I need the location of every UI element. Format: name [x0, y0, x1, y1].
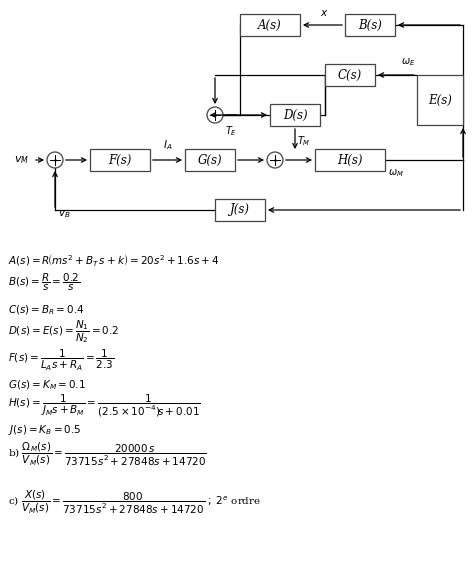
Bar [325, 64, 375, 86]
Bar [215, 199, 265, 221]
Text: c) $\dfrac{X(s)}{V_M(s)} = \dfrac{800}{73715s^2 + 27848s + 14720}$ $;\;2^e$ ordr: c) $\dfrac{X(s)}{V_M(s)} = \dfrac{800}{7… [8, 488, 261, 515]
Text: $H(s) = \dfrac{1}{J_M s + B_M} = \dfrac{1}{\left(2.5\times10^{-4}\right)\!s + 0.: $H(s) = \dfrac{1}{J_M s + B_M} = \dfrac{… [8, 393, 201, 419]
Text: $D(s) = E(s) = \dfrac{N_1}{N_2} = 0.2$: $D(s) = E(s) = \dfrac{N_1}{N_2} = 0.2$ [8, 318, 118, 345]
Text: $\omega_E$: $\omega_E$ [401, 56, 415, 68]
Text: B(s): B(s) [358, 19, 382, 31]
Text: $C(s) = B_R = 0.4$: $C(s) = B_R = 0.4$ [8, 303, 85, 317]
Text: $A(s) = R\!\left(ms^2 + B_T\,s + k\right) = 20s^2 + 1.6s + 4$: $A(s) = R\!\left(ms^2 + B_T\,s + k\right… [8, 252, 219, 268]
Text: $v_M$: $v_M$ [15, 154, 29, 166]
Text: J(s): J(s) [230, 203, 250, 217]
Text: F(s): F(s) [109, 153, 132, 167]
Text: C(s): C(s) [338, 68, 362, 82]
Text: $I_A$: $I_A$ [163, 138, 172, 152]
Text: $x$: $x$ [320, 8, 329, 18]
Text: $J(s) = K_B = 0.5$: $J(s) = K_B = 0.5$ [8, 423, 82, 437]
Text: A(s): A(s) [258, 19, 282, 31]
Text: H(s): H(s) [337, 153, 363, 167]
Text: b) $\dfrac{\Omega_M(s)}{V_M(s)} = \dfrac{20000\,s}{73715s^2 + 27848s + 14720}$: b) $\dfrac{\Omega_M(s)}{V_M(s)} = \dfrac… [8, 440, 207, 467]
Text: $F(s) = \dfrac{1}{L_A s + R_A} = \dfrac{1}{2.3}$: $F(s) = \dfrac{1}{L_A s + R_A} = \dfrac{… [8, 348, 114, 373]
Bar [240, 14, 300, 36]
Bar [315, 149, 385, 171]
Text: $T_E$: $T_E$ [225, 124, 237, 138]
Text: D(s): D(s) [283, 108, 307, 122]
Circle shape [207, 107, 223, 123]
Text: $T_M$: $T_M$ [297, 134, 310, 148]
Bar [90, 149, 150, 171]
Text: G(s): G(s) [198, 153, 222, 167]
Bar [185, 149, 235, 171]
Text: $\omega_M$: $\omega_M$ [388, 167, 404, 179]
Text: $G(s) = K_M = 0.1$: $G(s) = K_M = 0.1$ [8, 378, 86, 391]
Text: $v_B$: $v_B$ [58, 208, 71, 220]
Circle shape [47, 152, 63, 168]
Bar [417, 75, 463, 125]
Circle shape [267, 152, 283, 168]
Text: E(s): E(s) [428, 93, 452, 107]
Bar [270, 104, 320, 126]
Text: $B(s) = \dfrac{R}{s} = \dfrac{0.2}{s}$: $B(s) = \dfrac{R}{s} = \dfrac{0.2}{s}$ [8, 272, 81, 293]
Bar [345, 14, 395, 36]
